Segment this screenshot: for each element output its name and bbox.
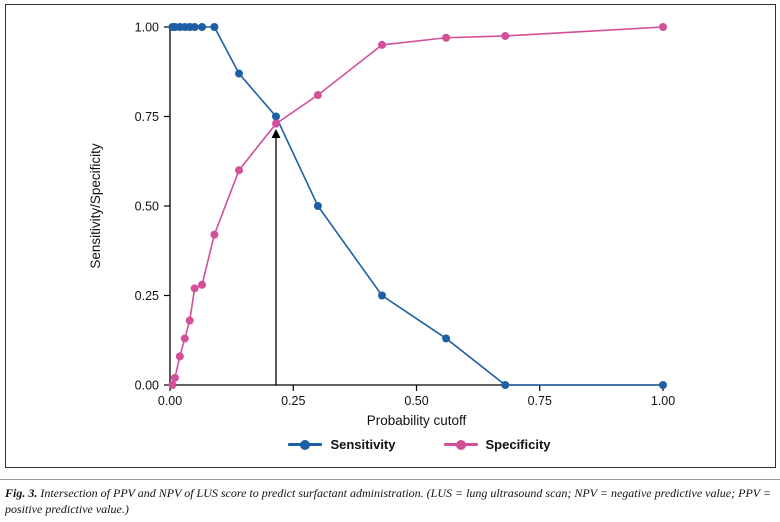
sensitivity-point bbox=[210, 23, 219, 31]
x-tick-label: 0.50 bbox=[404, 394, 428, 408]
chart-canvas: 0.00 0.25 0.50 0.75 1.00 0.00 0.25 0.50 0.75 1.00… bbox=[88, 21, 675, 429]
specificity-swatch-icon bbox=[443, 438, 478, 452]
specificity-point bbox=[659, 23, 667, 31]
sensitivity-point bbox=[198, 23, 207, 31]
sensitivity-point bbox=[442, 334, 451, 343]
sensitivity-point bbox=[190, 23, 199, 31]
specificity-point bbox=[175, 352, 184, 361]
y-axis-title: Sensitivity/Specificity bbox=[88, 143, 103, 269]
specificity-point bbox=[190, 284, 199, 293]
specificity-point bbox=[170, 373, 179, 382]
chart-frame: 0.00 0.25 0.50 0.75 1.00 0.00 0.25 0.50 0.75 1.00… bbox=[5, 4, 776, 468]
legend-item-sensitivity: Sensitivity bbox=[288, 437, 396, 452]
sensitivity-point bbox=[501, 381, 510, 389]
y-tick-label: 0.50 bbox=[135, 200, 159, 214]
y-tick-label: 0.00 bbox=[135, 379, 159, 393]
sensitivity-line bbox=[172, 26, 663, 386]
specificity-point bbox=[442, 33, 451, 42]
legend-label-sensitivity: Sensitivity bbox=[330, 437, 396, 452]
x-tick-label: 0.25 bbox=[281, 394, 305, 408]
caption-divider bbox=[0, 479, 780, 480]
x-axis-title: Probability cutoff bbox=[367, 413, 467, 428]
figure-caption: Fig. 3. Intersection of PPV and NPV of L… bbox=[5, 486, 775, 517]
caption-label: Fig. 3. bbox=[5, 486, 38, 500]
specificity-point bbox=[180, 334, 189, 343]
y-tick-label: 1.00 bbox=[135, 21, 159, 35]
y-tick-label: 0.75 bbox=[135, 110, 159, 124]
x-tick-label: 0.75 bbox=[528, 394, 552, 408]
specificity-point bbox=[501, 31, 510, 40]
chart-legend: Sensitivity Specificity bbox=[6, 437, 775, 452]
x-tick-label: 0.00 bbox=[158, 394, 182, 408]
sensitivity-point bbox=[235, 69, 244, 78]
sensitivity-point bbox=[313, 202, 322, 210]
legend-label-specificity: Specificity bbox=[485, 437, 551, 452]
specificity-point bbox=[198, 280, 207, 289]
specificity-point bbox=[210, 230, 219, 239]
specificity-point bbox=[185, 316, 194, 325]
specificity-swatch-dot bbox=[455, 439, 466, 450]
specificity-point bbox=[168, 381, 177, 389]
sensitivity-point bbox=[659, 381, 667, 389]
sensitivity-point bbox=[271, 112, 280, 121]
cutoff-arrow-head bbox=[271, 129, 281, 139]
specificity-point bbox=[377, 40, 386, 49]
specificity-point bbox=[271, 119, 280, 128]
specificity-point bbox=[313, 91, 322, 100]
sensitivity-swatch-icon bbox=[288, 438, 323, 452]
x-tick-label: 1.00 bbox=[651, 394, 675, 408]
caption-text: Intersection of PPV and NPV of LUS score… bbox=[5, 486, 772, 516]
legend-item-specificity: Specificity bbox=[443, 437, 551, 452]
sensitivity-swatch-dot bbox=[300, 439, 311, 450]
y-tick-label: 0.25 bbox=[135, 289, 159, 303]
specificity-point bbox=[235, 166, 244, 175]
sensitivity-point bbox=[377, 291, 386, 300]
